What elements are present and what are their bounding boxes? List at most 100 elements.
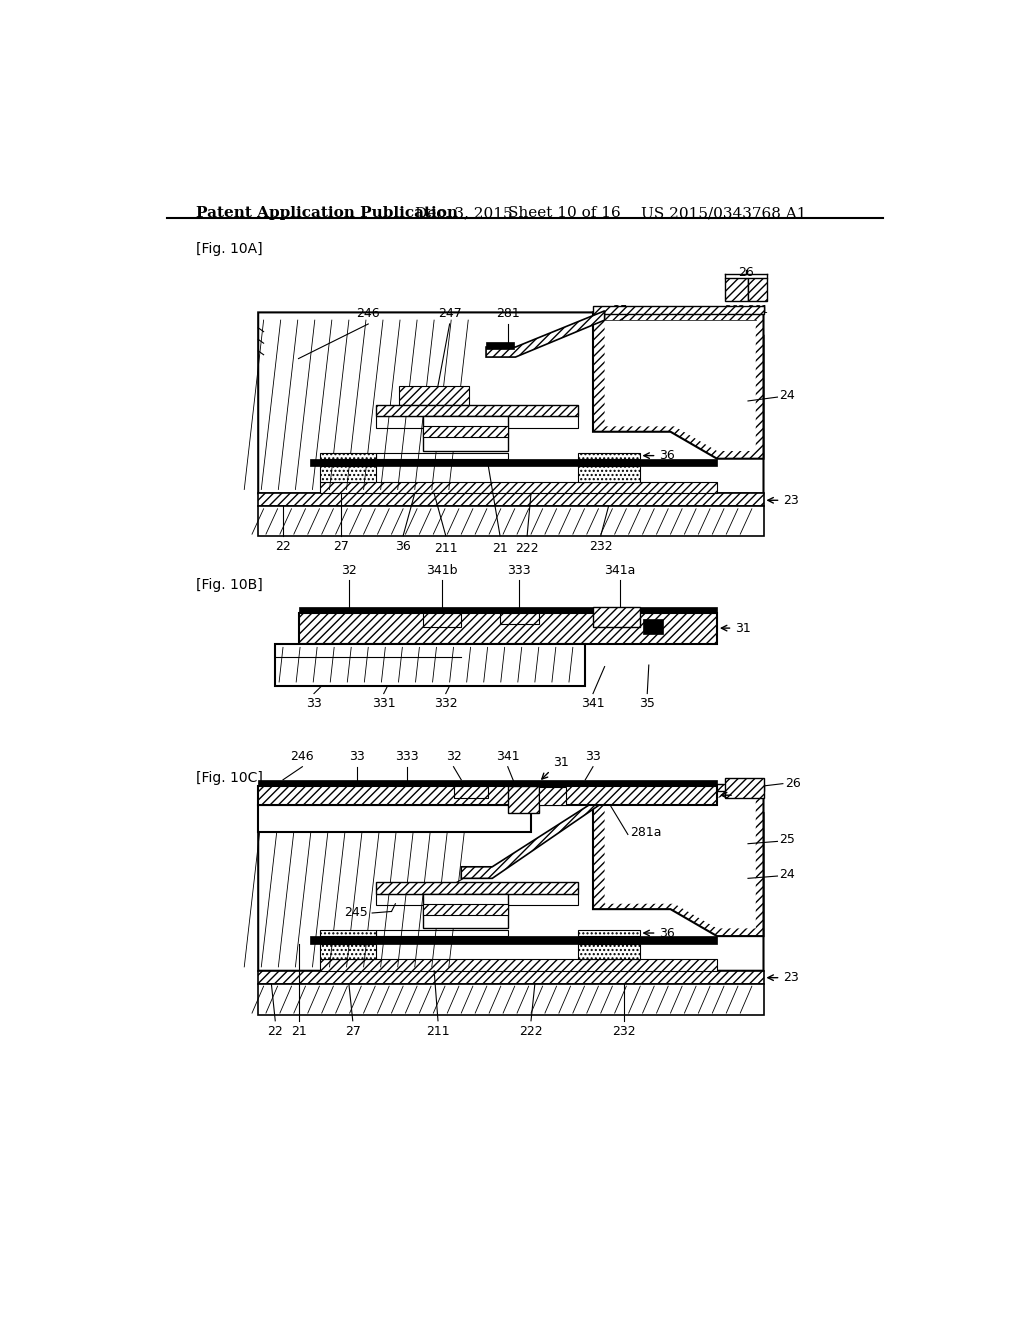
Text: 25: 25 <box>779 833 795 846</box>
Bar <box>258 805 531 832</box>
Text: Patent Application Publication: Patent Application Publication <box>197 206 458 220</box>
Text: US 2015/0343768 A1: US 2015/0343768 A1 <box>641 206 807 220</box>
Text: 32: 32 <box>341 564 356 577</box>
Bar <box>486 342 514 348</box>
Text: 211: 211 <box>434 543 458 554</box>
Text: 31: 31 <box>736 788 752 801</box>
Text: 36: 36 <box>395 540 411 553</box>
Bar <box>423 416 508 451</box>
Bar <box>321 466 376 482</box>
Bar <box>258 970 764 983</box>
Bar <box>299 612 717 644</box>
Polygon shape <box>604 797 756 928</box>
Text: 24: 24 <box>779 389 795 403</box>
Bar <box>321 944 376 960</box>
Bar <box>578 453 640 459</box>
Text: 23: 23 <box>783 972 799 985</box>
Bar <box>578 929 640 936</box>
Text: 262: 262 <box>724 305 745 314</box>
Text: 33: 33 <box>349 750 365 763</box>
Text: 35: 35 <box>639 697 655 710</box>
Text: 22: 22 <box>275 540 291 553</box>
Bar <box>310 936 717 944</box>
Text: 246: 246 <box>356 308 380 321</box>
Text: 245: 245 <box>344 907 369 920</box>
Bar <box>376 882 578 894</box>
Bar <box>258 983 764 1015</box>
Text: 246: 246 <box>291 750 314 763</box>
Bar <box>423 426 508 437</box>
Text: 281: 281 <box>496 308 519 321</box>
Bar <box>321 929 376 936</box>
Bar <box>321 482 717 494</box>
Text: 27: 27 <box>333 540 349 553</box>
Bar <box>578 944 640 960</box>
Polygon shape <box>258 313 764 494</box>
Text: 25: 25 <box>612 304 628 317</box>
Text: 24: 24 <box>779 869 795 880</box>
Bar <box>500 612 539 624</box>
Text: 331: 331 <box>372 697 395 710</box>
Bar <box>454 785 488 797</box>
Bar <box>748 277 767 301</box>
Bar <box>321 453 376 459</box>
Bar <box>376 929 508 936</box>
Text: 36: 36 <box>658 449 675 462</box>
Bar <box>578 466 640 482</box>
Text: 341b: 341b <box>426 564 458 577</box>
Bar <box>376 453 508 459</box>
Bar <box>258 494 764 507</box>
Text: 21: 21 <box>493 543 508 554</box>
Bar <box>508 785 539 813</box>
Text: 281a: 281a <box>630 826 662 840</box>
Polygon shape <box>593 313 764 459</box>
Text: [Fig. 10C]: [Fig. 10C] <box>197 771 263 784</box>
Text: 26: 26 <box>785 777 801 791</box>
Text: 31: 31 <box>735 622 751 635</box>
Text: 333: 333 <box>395 750 419 763</box>
Bar <box>725 779 764 797</box>
Bar <box>593 607 640 627</box>
Text: 341a: 341a <box>604 564 636 577</box>
Text: 232: 232 <box>612 1024 636 1038</box>
Polygon shape <box>593 784 764 792</box>
Bar <box>258 780 717 785</box>
Polygon shape <box>604 321 756 451</box>
Text: 232: 232 <box>589 540 612 553</box>
Bar <box>275 644 586 686</box>
Bar <box>258 785 717 805</box>
Text: 27: 27 <box>345 1024 360 1038</box>
Polygon shape <box>593 306 764 314</box>
Text: 26: 26 <box>738 267 754 280</box>
Polygon shape <box>486 312 604 358</box>
Text: 33: 33 <box>306 697 322 710</box>
Text: 22: 22 <box>267 1024 283 1038</box>
Text: 247: 247 <box>437 308 462 321</box>
Polygon shape <box>593 789 764 936</box>
Text: 31: 31 <box>553 756 568 770</box>
Bar <box>423 612 461 627</box>
Text: 341: 341 <box>582 697 605 710</box>
Bar <box>725 277 748 301</box>
Text: [Fig. 10B]: [Fig. 10B] <box>197 578 263 593</box>
Text: 36: 36 <box>658 927 675 940</box>
Bar <box>423 904 508 915</box>
Text: 281: 281 <box>404 891 429 904</box>
Text: [Fig. 10A]: [Fig. 10A] <box>197 242 263 256</box>
Bar <box>399 385 469 405</box>
Text: 261: 261 <box>746 305 768 314</box>
Bar <box>376 416 578 428</box>
Bar <box>376 894 578 906</box>
Bar <box>539 788 566 805</box>
Polygon shape <box>258 789 764 970</box>
Bar <box>321 960 717 970</box>
Text: 211: 211 <box>426 1024 450 1038</box>
Polygon shape <box>461 792 604 878</box>
Text: 23: 23 <box>783 494 799 507</box>
Text: Sheet 10 of 16: Sheet 10 of 16 <box>508 206 621 220</box>
Text: 32: 32 <box>445 750 462 763</box>
Bar <box>258 507 764 536</box>
Text: 21: 21 <box>291 1024 306 1038</box>
Bar <box>299 607 717 612</box>
Text: 222: 222 <box>515 543 539 554</box>
